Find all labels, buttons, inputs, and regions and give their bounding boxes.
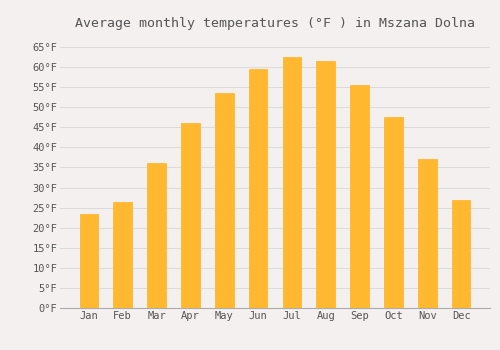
Bar	[282, 57, 301, 308]
Bar	[147, 163, 166, 308]
Bar	[350, 85, 369, 308]
Bar	[316, 61, 335, 308]
Bar	[215, 93, 234, 308]
Bar	[452, 199, 470, 308]
Bar	[80, 214, 98, 308]
Bar	[114, 202, 132, 308]
Bar	[249, 69, 268, 308]
Bar	[418, 160, 436, 308]
Bar	[384, 117, 403, 308]
Bar	[181, 123, 200, 308]
Title: Average monthly temperatures (°F ) in Mszana Dolna: Average monthly temperatures (°F ) in Ms…	[75, 17, 475, 30]
